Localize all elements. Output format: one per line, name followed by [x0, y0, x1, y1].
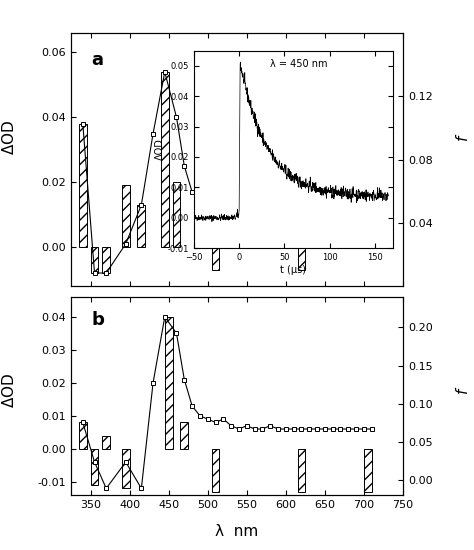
- Bar: [298, 449, 305, 492]
- Bar: [122, 449, 130, 488]
- Text: f: f: [455, 135, 470, 140]
- Text: $\Delta$OD: $\Delta$OD: [1, 373, 18, 408]
- Text: b: b: [91, 311, 104, 329]
- Text: λ  nm: λ nm: [215, 524, 259, 539]
- Bar: [122, 185, 130, 247]
- Bar: [165, 317, 173, 449]
- Bar: [211, 247, 219, 270]
- Bar: [102, 436, 110, 449]
- Bar: [181, 422, 188, 449]
- Bar: [102, 247, 110, 273]
- Bar: [211, 449, 219, 492]
- Bar: [298, 247, 305, 270]
- Text: f: f: [455, 388, 470, 393]
- Bar: [173, 182, 181, 247]
- Bar: [79, 124, 87, 247]
- Bar: [91, 247, 99, 273]
- Bar: [161, 72, 169, 247]
- Text: a: a: [91, 51, 103, 69]
- Bar: [79, 422, 87, 449]
- Text: $\Delta$OD: $\Delta$OD: [1, 120, 18, 155]
- Bar: [364, 449, 372, 492]
- Bar: [91, 449, 99, 485]
- Bar: [137, 205, 145, 247]
